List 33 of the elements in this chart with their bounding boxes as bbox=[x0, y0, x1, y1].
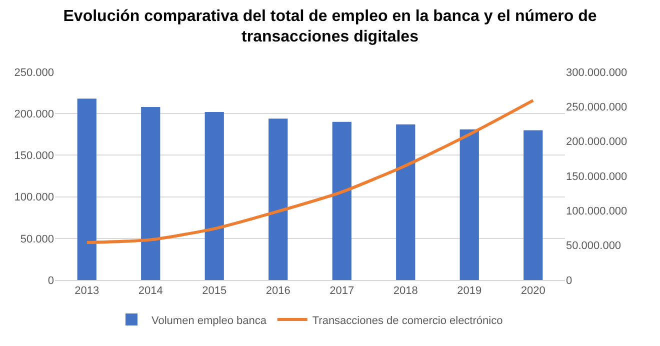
y-tick-label: 50.000 bbox=[20, 233, 54, 246]
bar bbox=[204, 112, 224, 280]
y-tick-label: 200.000 bbox=[14, 108, 54, 120]
bar bbox=[268, 118, 288, 280]
y-tick-label: 0 bbox=[48, 274, 54, 287]
y2-tick-label: 100.000.000 bbox=[566, 206, 628, 218]
legend-label: Transacciones de comercio electrónico bbox=[312, 314, 503, 327]
y2-tick-label: 50.000.000 bbox=[566, 240, 622, 252]
bar bbox=[524, 130, 543, 280]
y-tick-label: 250.000 bbox=[14, 66, 54, 79]
x-tick-label: 2019 bbox=[457, 285, 482, 298]
x-tick-label: 2015 bbox=[202, 285, 227, 298]
x-tick-label: 2020 bbox=[520, 285, 546, 298]
x-tick-label: 2013 bbox=[74, 285, 100, 298]
y-tick-label: 100.000 bbox=[14, 192, 54, 204]
y2-tick-label: 200.000.000 bbox=[566, 136, 628, 148]
bar bbox=[460, 129, 479, 280]
x-tick-label: 2018 bbox=[393, 285, 418, 298]
bar bbox=[141, 106, 160, 280]
y-tick-label: 150.000 bbox=[14, 150, 54, 162]
y2-tick-label: 150.000.000 bbox=[566, 170, 628, 183]
bar bbox=[332, 122, 352, 280]
y2-tick-label: 0 bbox=[566, 274, 572, 287]
y2-tick-label: 250.000.000 bbox=[566, 102, 628, 114]
chart-title: Evolución comparativa del total de empleo en la banca y el número de transacciones digitales bbox=[63, 8, 597, 46]
legend-label: Volumen empleo banca bbox=[152, 314, 268, 327]
y2-tick-label: 300.000.000 bbox=[566, 66, 628, 79]
x-tick-label: 2014 bbox=[138, 285, 163, 298]
x-tick-label: 2017 bbox=[330, 285, 354, 298]
bar bbox=[396, 124, 416, 280]
x-tick-label: 2016 bbox=[266, 285, 290, 298]
line-series bbox=[85, 98, 535, 244]
bar bbox=[77, 98, 96, 280]
